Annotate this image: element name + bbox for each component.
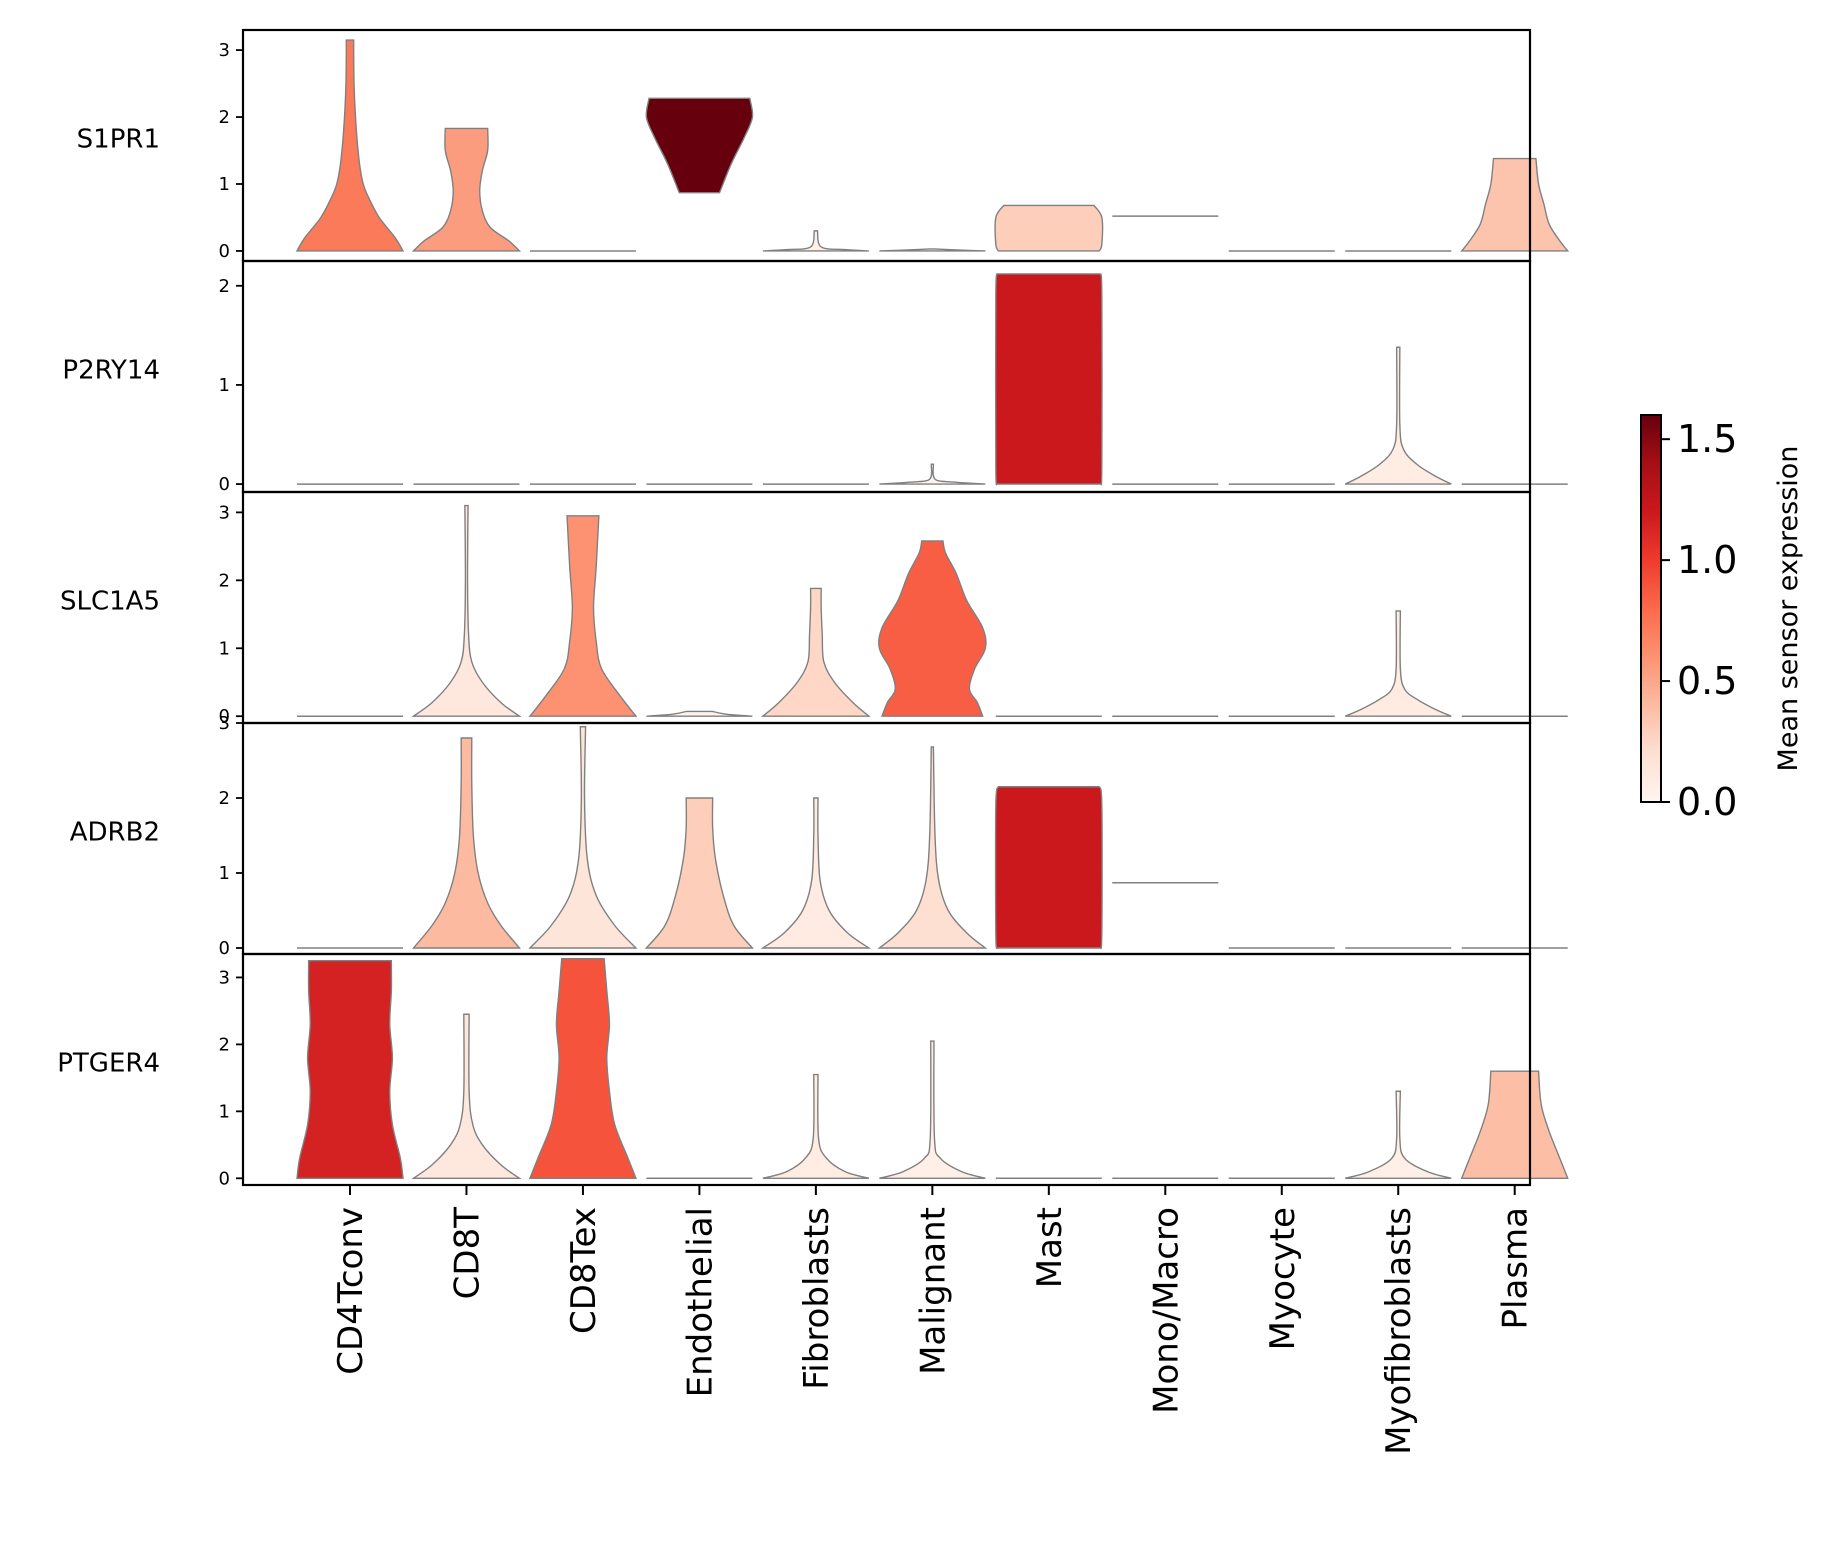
gene-label: PTGER4 [57,1049,160,1079]
panel-frame [241,259,1532,494]
violin-slc1a5-2 [528,515,638,717]
xtick-label: Plasma [1496,1207,1536,1329]
ytick-label: 0 [219,706,230,727]
violin-s1pr1-0 [295,39,405,252]
ytick-label: 2 [219,570,230,591]
xtick-label: CD8T [447,1207,487,1300]
ytick-label: 2 [219,107,230,128]
panel-s1pr1: 0 1 2 3 S1PR1 [77,28,1570,263]
colorbar-title: Mean sensor expression [1773,446,1804,772]
xtick-label: Mono/Macro [1146,1207,1186,1414]
colorbar-tick-label: 0.0 [1677,780,1737,824]
ytick-label: 3 [219,40,230,61]
panel-slc1a5: 0 1 2 3 SLC1A5 [60,490,1568,727]
colorbar: 0.0 0.5 1.0 1.5 Mean sensor expression [1640,414,1804,824]
panel-p2ry14: 0 1 2 P2RY14 [62,259,1568,495]
violin-s1pr1-6 [994,204,1104,252]
ytick-label: 2 [219,276,230,297]
violin-ptger4-1 [411,1013,522,1179]
panel-ptger4: 0 1 2 3 PTGER4 [57,952,1569,1189]
violin-slc1a5-9 [1344,610,1452,717]
violin-s1pr1-10 [1460,157,1570,252]
panel-frame [241,952,1532,1187]
violin-slc1a5-3 [646,710,753,717]
violin-ptger4-4 [762,1073,870,1179]
gene-label: S1PR1 [77,125,160,155]
violin-slc1a5-5 [878,540,987,717]
ytick-label: 0 [219,938,230,959]
panel-frame [241,28,1532,263]
panel-frame [241,490,1532,725]
gene-label: SLC1A5 [60,587,160,617]
ytick-label: 2 [219,1034,230,1055]
violin-p2ry14-5 [879,463,986,485]
ytick-label: 0 [219,1168,230,1189]
violin-panels: 0 1 2 3 S1PR1 0 1 2 P2RY14 0 1 2 3 SLC1A5 0 1 2 3 ADRB2 0 1 2… [57,28,1570,1189]
ytick-label: 0 [219,474,230,495]
panel-adrb2: 0 1 2 3 ADRB2 [70,713,1568,959]
gene-label: P2RY14 [62,356,160,386]
violin-ptger4-10 [1460,1070,1569,1179]
ytick-label: 1 [219,638,230,659]
x-axis: CD4Tconv CD8T CD8Tex Endothelial Fibroblasts… [331,1185,1536,1455]
violin-adrb2-4 [760,797,872,949]
colorbar-tick-label: 0.5 [1677,659,1737,703]
violin-p2ry14-6 [994,273,1103,486]
violin-ptger4-5 [879,1040,986,1179]
xtick-label: CD4Tconv [331,1207,371,1375]
colorbar-tick-label: 1.0 [1677,538,1737,582]
ytick-label: 3 [219,713,230,734]
violin-adrb2-1 [411,737,521,949]
xtick-label: Malignant [913,1207,953,1375]
ytick-label: 1 [219,375,230,396]
violin-s1pr1-5 [879,248,986,252]
ytick-label: 1 [219,863,230,884]
violin-ptger4-2 [528,957,637,1179]
xtick-label: CD8Tex [564,1207,604,1334]
ytick-label: 1 [219,1101,230,1122]
violin-adrb2-3 [644,797,754,949]
violin-adrb2-5 [877,746,988,949]
colorbar-tick-label: 1.5 [1677,417,1737,461]
xtick-label: Endothelial [680,1207,720,1397]
xtick-label: Mast [1030,1207,1070,1288]
violin-ptger4-0 [296,960,404,1179]
violin-slc1a5-1 [411,504,522,717]
xtick-label: Fibroblasts [797,1207,837,1390]
violin-s1pr1-1 [411,127,522,252]
violin-s1pr1-3 [645,97,754,194]
ytick-label: 3 [219,502,230,523]
violin-s1pr1-4 [762,230,869,252]
ytick-label: 2 [219,788,230,809]
xtick-label: Myofibroblasts [1379,1207,1419,1455]
violin-adrb2-2 [528,726,638,949]
ytick-label: 1 [219,174,230,195]
violin-adrb2-6 [994,786,1103,950]
gene-label: ADRB2 [70,818,160,848]
violin-slc1a5-4 [760,587,871,717]
violin-ptger4-9 [1345,1090,1452,1179]
violin-p2ry14-9 [1344,346,1452,485]
colorbar-gradient [1640,414,1662,803]
xtick-label: Myocyte [1263,1207,1303,1350]
ytick-label: 0 [219,241,230,262]
ytick-label: 3 [219,967,230,988]
